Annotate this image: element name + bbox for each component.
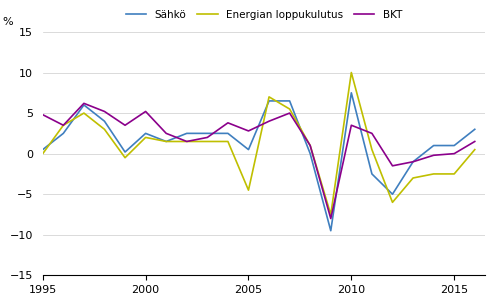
Energian loppukulutus <box>472 148 478 151</box>
Sähkö <box>81 103 87 107</box>
Sähkö <box>163 140 169 143</box>
BKT <box>204 136 210 139</box>
Energian loppukulutus <box>410 176 416 180</box>
Energian loppukulutus <box>430 172 436 176</box>
BKT <box>40 113 46 117</box>
Sähkö <box>369 172 375 176</box>
Sähkö <box>184 132 190 135</box>
Sähkö <box>348 91 354 95</box>
BKT <box>328 217 334 220</box>
Line: Energian loppukulutus: Energian loppukulutus <box>43 72 475 214</box>
Legend: Sähkö, Energian loppukulutus, BKT: Sähkö, Energian loppukulutus, BKT <box>122 5 406 24</box>
Energian loppukulutus <box>390 201 396 204</box>
Energian loppukulutus <box>204 140 210 143</box>
Energian loppukulutus <box>101 127 107 131</box>
Sähkö <box>101 119 107 123</box>
Sähkö <box>430 144 436 147</box>
BKT <box>101 110 107 113</box>
Sähkö <box>266 99 272 103</box>
Energian loppukulutus <box>307 144 313 147</box>
BKT <box>472 140 478 143</box>
BKT <box>225 121 231 125</box>
BKT <box>81 101 87 105</box>
Sähkö <box>143 132 149 135</box>
Sähkö <box>122 150 128 154</box>
Energian loppukulutus <box>287 107 293 111</box>
Energian loppukulutus <box>61 124 66 127</box>
BKT <box>266 119 272 123</box>
Energian loppukulutus <box>163 140 169 143</box>
Energian loppukulutus <box>328 213 334 216</box>
Energian loppukulutus <box>81 111 87 115</box>
BKT <box>348 124 354 127</box>
Energian loppukulutus <box>369 148 375 151</box>
Sähkö <box>390 192 396 196</box>
Sähkö <box>451 144 457 147</box>
Energian loppukulutus <box>266 95 272 99</box>
Sähkö <box>40 148 46 151</box>
BKT <box>61 124 66 127</box>
BKT <box>430 153 436 157</box>
BKT <box>122 124 128 127</box>
BKT <box>369 132 375 135</box>
Line: Sähkö: Sähkö <box>43 93 475 231</box>
BKT <box>143 110 149 113</box>
BKT <box>246 129 251 133</box>
Energian loppukulutus <box>225 140 231 143</box>
Line: BKT: BKT <box>43 103 475 219</box>
Sähkö <box>307 152 313 156</box>
Energian loppukulutus <box>348 71 354 74</box>
Sähkö <box>287 99 293 103</box>
Sähkö <box>204 132 210 135</box>
Sähkö <box>410 160 416 164</box>
BKT <box>184 140 190 143</box>
Energian loppukulutus <box>246 188 251 192</box>
Sähkö <box>61 132 66 135</box>
BKT <box>390 164 396 168</box>
BKT <box>163 132 169 135</box>
Sähkö <box>328 229 334 233</box>
Y-axis label: %: % <box>2 17 13 27</box>
Energian loppukulutus <box>143 136 149 139</box>
Sähkö <box>225 132 231 135</box>
Energian loppukulutus <box>122 156 128 159</box>
Energian loppukulutus <box>40 152 46 156</box>
Sähkö <box>472 127 478 131</box>
BKT <box>287 111 293 115</box>
BKT <box>451 152 457 156</box>
BKT <box>307 144 313 147</box>
Sähkö <box>246 148 251 151</box>
Energian loppukulutus <box>184 140 190 143</box>
BKT <box>410 160 416 164</box>
Energian loppukulutus <box>451 172 457 176</box>
